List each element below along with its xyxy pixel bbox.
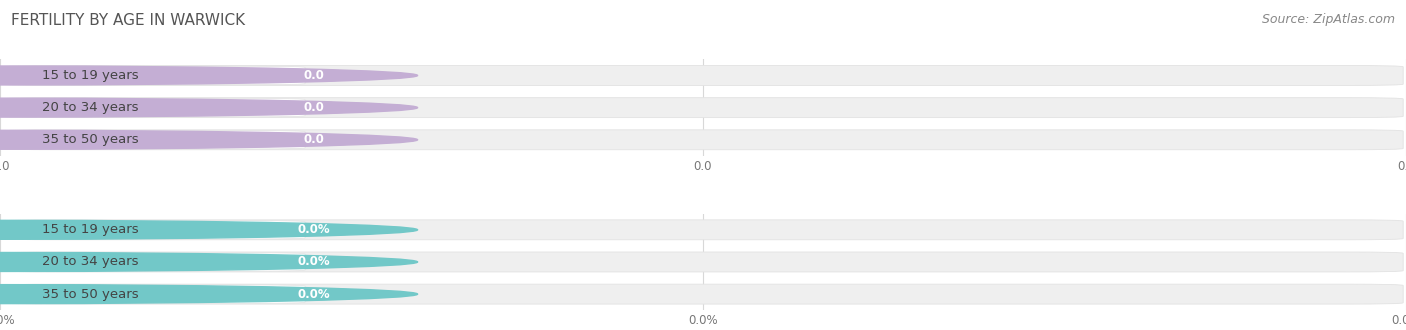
FancyBboxPatch shape — [3, 253, 305, 271]
Text: 0.0%: 0.0% — [297, 255, 330, 269]
FancyBboxPatch shape — [3, 66, 1403, 85]
Text: 0.0: 0.0 — [304, 133, 323, 146]
Text: FERTILITY BY AGE IN WARWICK: FERTILITY BY AGE IN WARWICK — [11, 13, 246, 28]
FancyBboxPatch shape — [3, 284, 1403, 304]
Text: 15 to 19 years: 15 to 19 years — [42, 223, 139, 236]
Text: 0.0: 0.0 — [304, 101, 323, 114]
Text: 0.0%: 0.0% — [297, 288, 330, 301]
Text: 35 to 50 years: 35 to 50 years — [42, 288, 139, 301]
Text: 20 to 34 years: 20 to 34 years — [42, 255, 139, 269]
Text: 15 to 19 years: 15 to 19 years — [42, 69, 139, 82]
FancyBboxPatch shape — [3, 252, 1403, 272]
FancyBboxPatch shape — [3, 131, 305, 149]
Text: 35 to 50 years: 35 to 50 years — [42, 133, 139, 146]
Circle shape — [0, 98, 418, 117]
FancyBboxPatch shape — [3, 220, 1403, 240]
Text: 0.0%: 0.0% — [297, 223, 330, 236]
FancyBboxPatch shape — [280, 224, 347, 236]
Circle shape — [0, 66, 418, 85]
FancyBboxPatch shape — [280, 256, 347, 268]
FancyBboxPatch shape — [3, 66, 305, 84]
FancyBboxPatch shape — [3, 130, 1403, 150]
FancyBboxPatch shape — [280, 134, 347, 146]
FancyBboxPatch shape — [3, 221, 305, 239]
FancyBboxPatch shape — [280, 288, 347, 300]
Circle shape — [0, 130, 418, 149]
FancyBboxPatch shape — [280, 102, 347, 114]
FancyBboxPatch shape — [3, 98, 1403, 117]
Text: 20 to 34 years: 20 to 34 years — [42, 101, 139, 114]
FancyBboxPatch shape — [280, 70, 347, 81]
Text: 0.0: 0.0 — [304, 69, 323, 82]
Circle shape — [0, 252, 418, 272]
Circle shape — [0, 220, 418, 239]
Circle shape — [0, 285, 418, 304]
FancyBboxPatch shape — [3, 285, 305, 303]
FancyBboxPatch shape — [3, 98, 305, 117]
Text: Source: ZipAtlas.com: Source: ZipAtlas.com — [1261, 13, 1395, 26]
